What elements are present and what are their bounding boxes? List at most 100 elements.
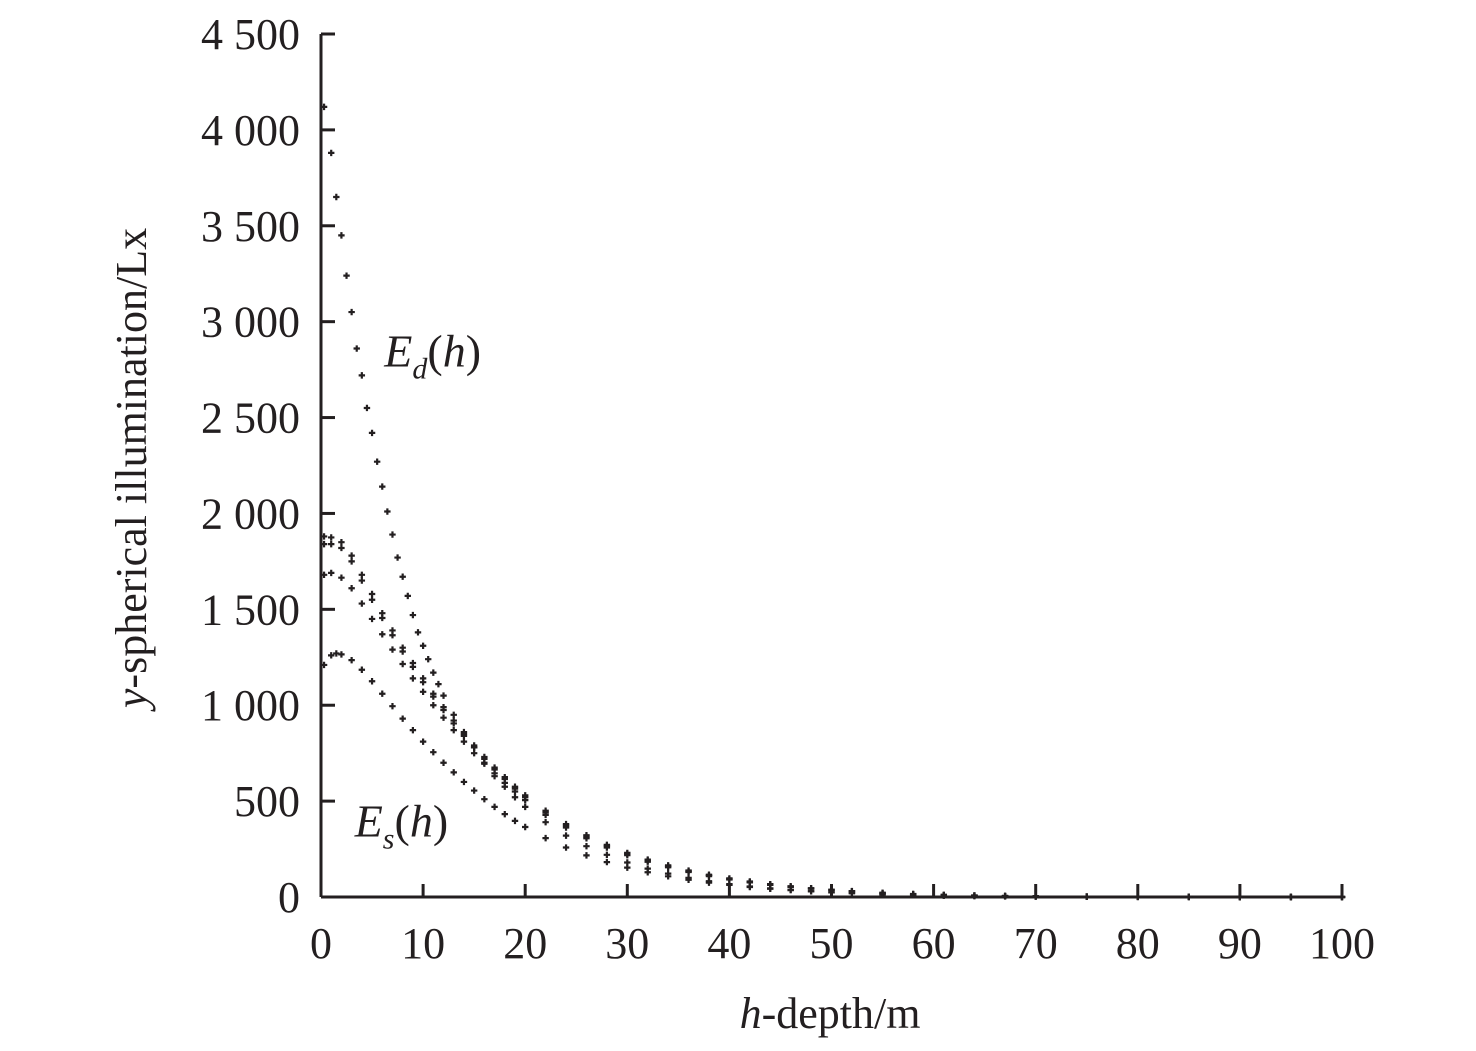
data-point bbox=[440, 692, 447, 699]
data-point bbox=[501, 779, 508, 787]
annotations: Ed(h)Es(h) bbox=[354, 325, 481, 855]
data-point bbox=[368, 678, 376, 685]
data-point bbox=[368, 590, 376, 598]
annotation-subscript: s bbox=[383, 822, 395, 855]
x-tick-label: 70 bbox=[1014, 919, 1058, 968]
series-Es-4 bbox=[320, 650, 1346, 901]
axes bbox=[319, 34, 1342, 899]
data-point bbox=[368, 596, 376, 603]
data-point bbox=[522, 823, 529, 831]
data-point bbox=[460, 738, 468, 745]
data-point bbox=[419, 688, 427, 695]
x-tick-label: 50 bbox=[810, 919, 854, 968]
data-point bbox=[404, 592, 411, 600]
series-Es-3 bbox=[320, 569, 1346, 901]
y-tick-label: 4 000 bbox=[201, 106, 300, 155]
data-point bbox=[409, 611, 417, 619]
data-point bbox=[542, 811, 549, 819]
data-point bbox=[1338, 893, 1346, 901]
data-point bbox=[542, 819, 549, 826]
data-point bbox=[379, 614, 386, 622]
data-point bbox=[603, 858, 611, 866]
y-axis-title-italic: y bbox=[107, 688, 156, 712]
data-point bbox=[644, 858, 651, 865]
series-Es-1 bbox=[320, 533, 1346, 901]
data-point bbox=[583, 835, 590, 842]
data-point bbox=[440, 706, 447, 714]
data-point bbox=[562, 832, 570, 839]
annotation-paren-close: ) bbox=[466, 325, 481, 376]
data-point bbox=[481, 760, 488, 767]
data-point bbox=[348, 558, 355, 565]
x-tick-label: 0 bbox=[310, 919, 332, 968]
data-point bbox=[379, 483, 386, 490]
data-point bbox=[399, 648, 406, 655]
data-point bbox=[389, 632, 396, 639]
data-point bbox=[368, 615, 376, 623]
data-point bbox=[338, 232, 345, 239]
annotation-base: E bbox=[383, 325, 412, 376]
data-point bbox=[1287, 893, 1295, 901]
data-point bbox=[1134, 893, 1141, 901]
data-point bbox=[583, 852, 590, 859]
data-point bbox=[338, 574, 345, 581]
data-point bbox=[1032, 893, 1039, 900]
data-point bbox=[1185, 893, 1193, 901]
annotation-Es: Es(h) bbox=[354, 795, 448, 855]
data-point bbox=[348, 656, 355, 664]
data-point bbox=[450, 720, 457, 727]
y-tick-label: 1 500 bbox=[201, 585, 300, 634]
data-point bbox=[430, 749, 437, 756]
data-point bbox=[726, 876, 733, 883]
data-point bbox=[435, 680, 442, 688]
data-point bbox=[828, 889, 835, 896]
data-point bbox=[522, 796, 529, 804]
data-point bbox=[379, 631, 386, 638]
y-tick-label: 2 000 bbox=[201, 489, 300, 538]
data-point bbox=[320, 540, 328, 548]
y-tick-label: 1 000 bbox=[201, 681, 300, 730]
y-axis-title-rest: -spherical illumination/Lx bbox=[107, 228, 156, 689]
data-points bbox=[320, 103, 1346, 901]
data-point bbox=[491, 803, 498, 811]
y-tick-label: 3 500 bbox=[201, 202, 300, 251]
data-point bbox=[746, 883, 754, 891]
data-point bbox=[450, 726, 457, 734]
data-point bbox=[358, 571, 366, 579]
data-point bbox=[430, 693, 437, 700]
annotation-var: h bbox=[410, 795, 433, 846]
data-point bbox=[358, 600, 366, 607]
data-point bbox=[705, 879, 713, 886]
data-point bbox=[409, 663, 417, 671]
annotation-var: h bbox=[443, 325, 466, 376]
data-point bbox=[501, 810, 508, 818]
data-point bbox=[373, 458, 381, 465]
data-point bbox=[470, 744, 478, 751]
data-point bbox=[358, 666, 366, 673]
y-ticks: 0 500 1 000 1 500 2 000 2 500 3 000 3 500 4 000 4… bbox=[201, 10, 335, 922]
data-point bbox=[644, 869, 651, 876]
data-point bbox=[384, 508, 391, 515]
data-point bbox=[363, 404, 371, 412]
annotation-paren-open: ( bbox=[394, 795, 409, 846]
data-point bbox=[389, 702, 396, 710]
data-point bbox=[971, 892, 978, 900]
y-tick-label: 0 bbox=[278, 873, 300, 922]
annotation-paren-close: ) bbox=[433, 795, 448, 846]
data-point bbox=[358, 372, 366, 379]
data-point bbox=[470, 787, 478, 794]
data-point bbox=[511, 794, 519, 801]
data-point bbox=[440, 759, 447, 766]
data-point bbox=[328, 149, 335, 157]
data-point bbox=[320, 533, 328, 540]
y-tick-label: 500 bbox=[234, 777, 300, 826]
data-point bbox=[583, 842, 590, 850]
annotation-paren-open: ( bbox=[427, 325, 442, 376]
data-point bbox=[481, 795, 488, 803]
data-point bbox=[389, 646, 396, 653]
data-point bbox=[1236, 893, 1244, 901]
data-point bbox=[726, 881, 733, 889]
data-point bbox=[460, 778, 468, 786]
data-point bbox=[353, 345, 360, 352]
x-tick-label: 100 bbox=[1309, 919, 1375, 968]
